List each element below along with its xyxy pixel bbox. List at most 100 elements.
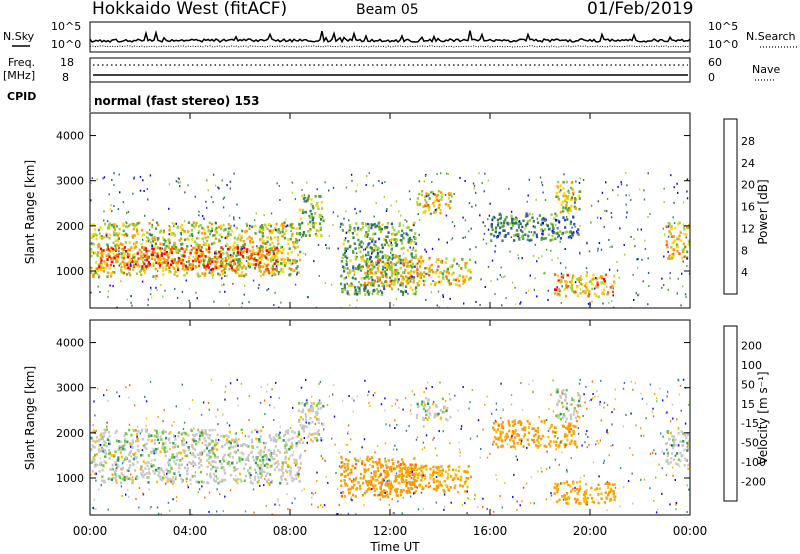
- data-cell: [168, 207, 170, 210]
- data-cell: [305, 401, 308, 405]
- data-cell: [153, 438, 157, 442]
- data-cell: [385, 482, 388, 486]
- data-cell: [633, 238, 635, 240]
- data-cell: [290, 251, 293, 254]
- data-cell: [215, 252, 217, 255]
- data-cell: [192, 451, 195, 455]
- data-cell: [131, 236, 135, 239]
- data-cell: [561, 200, 564, 204]
- data-cell: [282, 472, 285, 475]
- data-cell: [265, 480, 268, 484]
- data-cell: [353, 242, 356, 245]
- data-cell: [221, 257, 224, 261]
- data-cell: [685, 295, 687, 298]
- data-cell: [175, 180, 178, 183]
- data-cell: [270, 236, 272, 239]
- data-cell: [144, 428, 147, 432]
- data-cell: [277, 498, 279, 501]
- data-cell: [92, 439, 95, 443]
- data-cell: [395, 472, 398, 475]
- data-cell: [423, 446, 426, 449]
- data-cell: [376, 466, 379, 470]
- data-cell: [94, 268, 97, 271]
- data-cell: [613, 281, 616, 285]
- data-cell: [365, 235, 367, 238]
- data-cell: [411, 467, 414, 471]
- data-cell: [398, 222, 401, 225]
- data-cell: [267, 288, 270, 290]
- data-cell: [370, 261, 372, 264]
- data-cell: [371, 476, 374, 479]
- data-cell: [398, 210, 400, 213]
- data-cell: [578, 480, 582, 483]
- data-cell: [119, 262, 122, 266]
- data-cell: [320, 406, 323, 410]
- data-cell: [420, 262, 423, 265]
- data-cell: [669, 272, 671, 275]
- data-cell: [375, 261, 378, 265]
- data-cell: [117, 459, 120, 462]
- data-cell: [373, 280, 376, 284]
- data-cell: [183, 443, 186, 446]
- data-cell: [400, 281, 403, 285]
- data-cell: [237, 477, 240, 481]
- data-cell: [410, 228, 413, 232]
- data-cell: [585, 282, 588, 285]
- data-cell: [371, 223, 374, 227]
- data-cell: [576, 492, 579, 495]
- data-cell: [667, 390, 669, 393]
- data-cell: [140, 465, 143, 469]
- data-cell: [294, 473, 297, 477]
- data-cell: [195, 242, 198, 246]
- data-cell: [394, 264, 396, 267]
- data-cell: [191, 224, 194, 227]
- data-cell: [579, 224, 581, 227]
- data-cell: [356, 255, 358, 258]
- data-cell: [272, 273, 275, 276]
- data-cell: [199, 470, 202, 474]
- data-cell: [224, 266, 227, 269]
- data-cell: [141, 246, 144, 249]
- data-cell: [299, 453, 302, 457]
- data-cell: [271, 457, 275, 461]
- data-cell: [102, 464, 105, 467]
- data-cell: [272, 250, 275, 253]
- data-cell: [524, 227, 526, 230]
- data-cell: [442, 295, 444, 298]
- data-cell: [269, 473, 272, 476]
- data-cell: [356, 293, 359, 296]
- data-cell: [143, 248, 146, 251]
- data-cell: [562, 405, 565, 408]
- data-cell: [248, 255, 251, 258]
- data-cell: [100, 235, 103, 239]
- data-cell: [400, 242, 404, 245]
- data-cell: [168, 270, 171, 274]
- data-cell: [120, 268, 123, 272]
- data-cell: [450, 272, 453, 276]
- data-cell: [310, 198, 313, 201]
- data-cell: [676, 182, 678, 185]
- data-cell: [226, 274, 228, 277]
- data-cell: [355, 222, 358, 225]
- data-cell: [218, 250, 221, 254]
- data-cell: [552, 227, 555, 230]
- data-cell: [104, 450, 107, 453]
- data-cell: [286, 493, 288, 496]
- data-cell: [345, 210, 347, 213]
- data-cell: [134, 440, 137, 443]
- station-title: Hokkaido West (fitACF): [92, 0, 287, 19]
- data-cell: [376, 254, 379, 257]
- data-cell: [90, 248, 93, 251]
- data-cell: [122, 224, 125, 227]
- data-cell: [412, 279, 415, 282]
- data-cell: [355, 487, 358, 491]
- data-cell: [420, 479, 423, 482]
- data-cell: [363, 438, 366, 441]
- data-cell: [418, 219, 421, 221]
- data-cell: [229, 233, 233, 236]
- data-cell: [157, 474, 160, 477]
- data-cell: [567, 496, 570, 499]
- data-cell: [275, 229, 279, 232]
- data-cell: [578, 404, 582, 407]
